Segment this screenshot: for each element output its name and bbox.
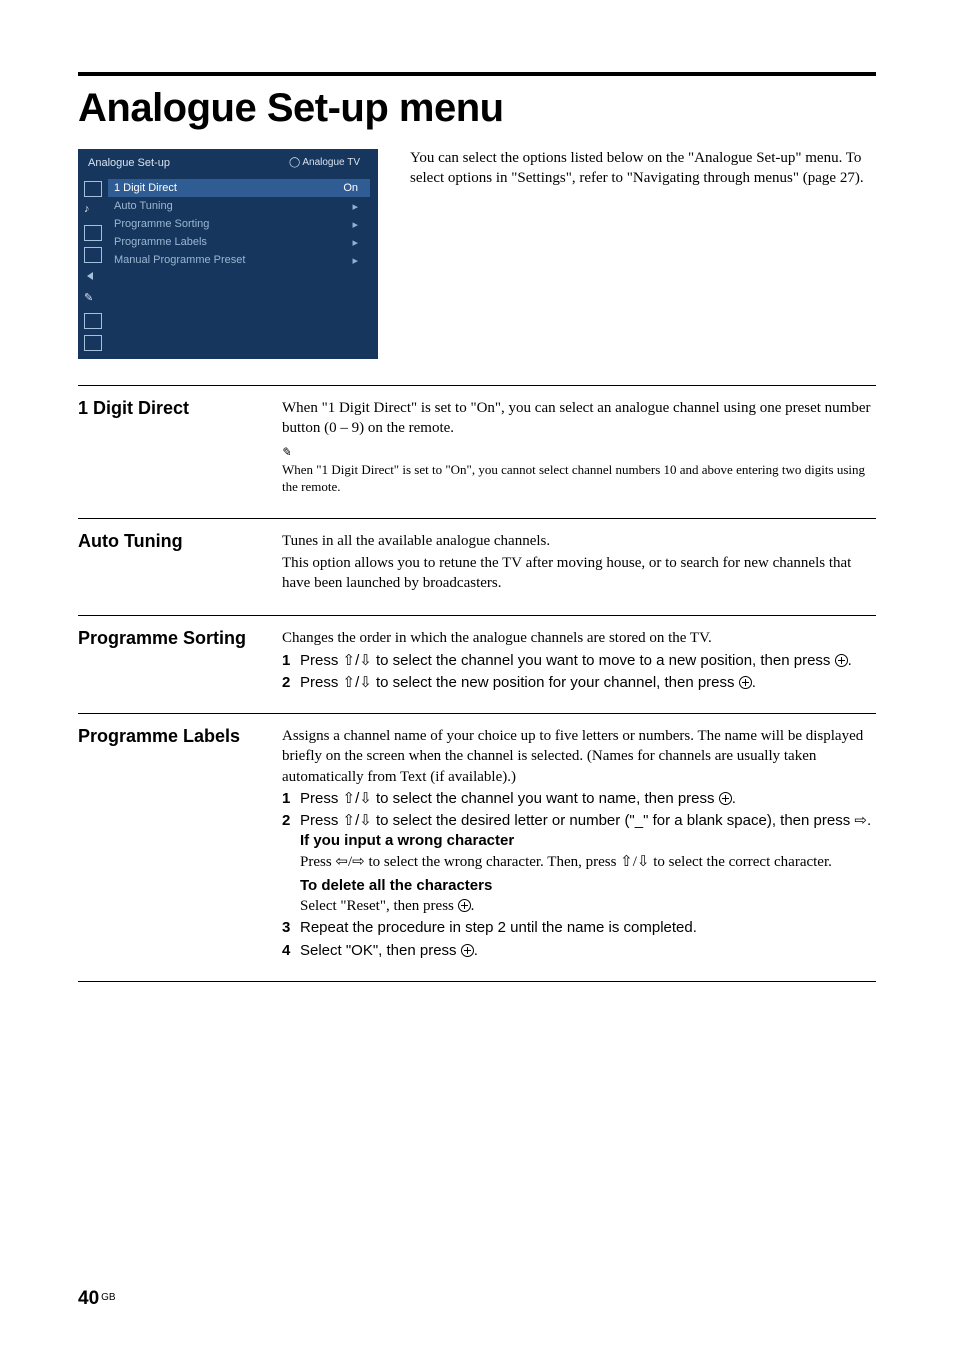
step-number: 2	[282, 673, 294, 693]
top-rule	[78, 72, 876, 76]
tool-icon: ✎	[84, 291, 102, 307]
chevron-right-icon: ▸	[352, 254, 358, 267]
enter-icon	[458, 899, 471, 912]
step: 1 Press ⇧/⇩ to select the channel you wa…	[282, 789, 876, 809]
section-digit-direct: 1 Digit Direct When "1 Digit Direct" is …	[78, 385, 876, 518]
menu-row-value: On	[343, 182, 358, 194]
chevron-right-icon: ▸	[352, 200, 358, 213]
body-text: Assigns a channel name of your choice up…	[282, 726, 876, 787]
body-text: This option allows you to retune the TV …	[282, 553, 876, 594]
step-text: Press ⇧/⇩ to select the channel you want…	[300, 651, 876, 671]
sub-block: If you input a wrong character Press ⇦/⇨…	[282, 831, 876, 916]
page-title: Analogue Set-up menu	[78, 86, 876, 131]
step: 2 Press ⇧/⇩ to select the new position f…	[282, 673, 876, 693]
grid-icon	[84, 181, 102, 197]
menu-screenshot: Analogue Set-up ◯ Analogue TV ♪ ✎ 1 Digi…	[78, 149, 378, 359]
menu-row: Programme Sorting ▸	[108, 215, 370, 233]
menu-row-label: Programme Labels	[114, 236, 352, 248]
menu-row-label: Programme Sorting	[114, 218, 352, 230]
menu-row: Programme Labels ▸	[108, 233, 370, 251]
menu-row-label: Manual Programme Preset	[114, 254, 352, 266]
section-body: Tunes in all the available analogue chan…	[282, 531, 876, 596]
speaker-icon	[84, 269, 102, 285]
note-icon: ✎	[281, 444, 294, 460]
enter-icon	[719, 792, 732, 805]
enter-icon	[739, 676, 752, 689]
section-body: Assigns a channel name of your choice up…	[282, 726, 876, 961]
sub-heading: To delete all the characters	[300, 876, 876, 896]
menu-row: Manual Programme Preset ▸	[108, 251, 370, 269]
body-text: Tunes in all the available analogue chan…	[282, 531, 876, 551]
menu-row: Auto Tuning ▸	[108, 197, 370, 215]
step: 4 Select "OK", then press .	[282, 941, 876, 961]
menu-row-label: 1 Digit Direct	[114, 182, 343, 194]
step: 1 Press ⇧/⇩ to select the channel you wa…	[282, 651, 876, 671]
step-text: Press ⇧/⇩ to select the desired letter o…	[300, 811, 876, 831]
section-body: When "1 Digit Direct" is set to "On", yo…	[282, 398, 876, 498]
section-heading: Programme Sorting	[78, 628, 274, 693]
page-number: 40GB	[78, 1288, 116, 1310]
step-text: Select "OK", then press .	[300, 941, 876, 961]
menu-row: 1 Digit Direct On	[108, 179, 370, 197]
section-programme-sorting: Programme Sorting Changes the order in w…	[78, 615, 876, 713]
menu-row-label: Auto Tuning	[114, 200, 352, 212]
body-text: Changes the order in which the analogue …	[282, 628, 876, 648]
step-text: Press ⇧/⇩ to select the channel you want…	[300, 789, 876, 809]
step-text: Repeat the procedure in step 2 until the…	[300, 918, 876, 938]
header-row: Analogue Set-up ◯ Analogue TV ♪ ✎ 1 Digi…	[78, 149, 876, 359]
section-heading: 1 Digit Direct	[78, 398, 274, 498]
section-auto-tuning: Auto Tuning Tunes in all the available a…	[78, 518, 876, 616]
note-text: When "1 Digit Direct" is set to "On", yo…	[282, 462, 876, 496]
step: 2 Press ⇧/⇩ to select the desired letter…	[282, 811, 876, 831]
sub-body: Select "Reset", then press .	[300, 896, 876, 916]
step-number: 4	[282, 941, 294, 961]
step-number: 2	[282, 811, 294, 831]
sections: 1 Digit Direct When "1 Digit Direct" is …	[78, 385, 876, 982]
section-heading: Auto Tuning	[78, 531, 274, 596]
box-icon	[84, 247, 102, 263]
menu-icons-column: ♪ ✎	[78, 179, 108, 359]
sub-heading: If you input a wrong character	[300, 831, 876, 851]
sub-body: Press ⇦/⇨ to select the wrong character.…	[300, 852, 876, 872]
note-icon: ♪	[84, 203, 102, 219]
step: 3 Repeat the procedure in step 2 until t…	[282, 918, 876, 938]
intro-text: You can select the options listed below …	[410, 149, 876, 359]
enter-icon	[835, 654, 848, 667]
step-number: 1	[282, 789, 294, 809]
menu-list: 1 Digit Direct On Auto Tuning ▸ Programm…	[108, 179, 378, 359]
box2-icon	[84, 313, 102, 329]
enter-icon	[461, 944, 474, 957]
chevron-right-icon: ▸	[352, 218, 358, 231]
menu-screenshot-title: Analogue Set-up	[88, 157, 170, 169]
step-number: 1	[282, 651, 294, 671]
step-text: Press ⇧/⇩ to select the new position for…	[300, 673, 876, 693]
section-body: Changes the order in which the analogue …	[282, 628, 876, 693]
body-text: When "1 Digit Direct" is set to "On", yo…	[282, 398, 876, 439]
menu-screenshot-badge: ◯ Analogue TV	[289, 157, 360, 168]
step-number: 3	[282, 918, 294, 938]
grid2-icon	[84, 225, 102, 241]
section-heading: Programme Labels	[78, 726, 274, 961]
chevron-right-icon: ▸	[352, 236, 358, 249]
box3-icon	[84, 335, 102, 351]
menu-body: ♪ ✎ 1 Digit Direct On Auto Tuning ▸ Pr	[78, 179, 378, 359]
section-programme-labels: Programme Labels Assigns a channel name …	[78, 713, 876, 982]
